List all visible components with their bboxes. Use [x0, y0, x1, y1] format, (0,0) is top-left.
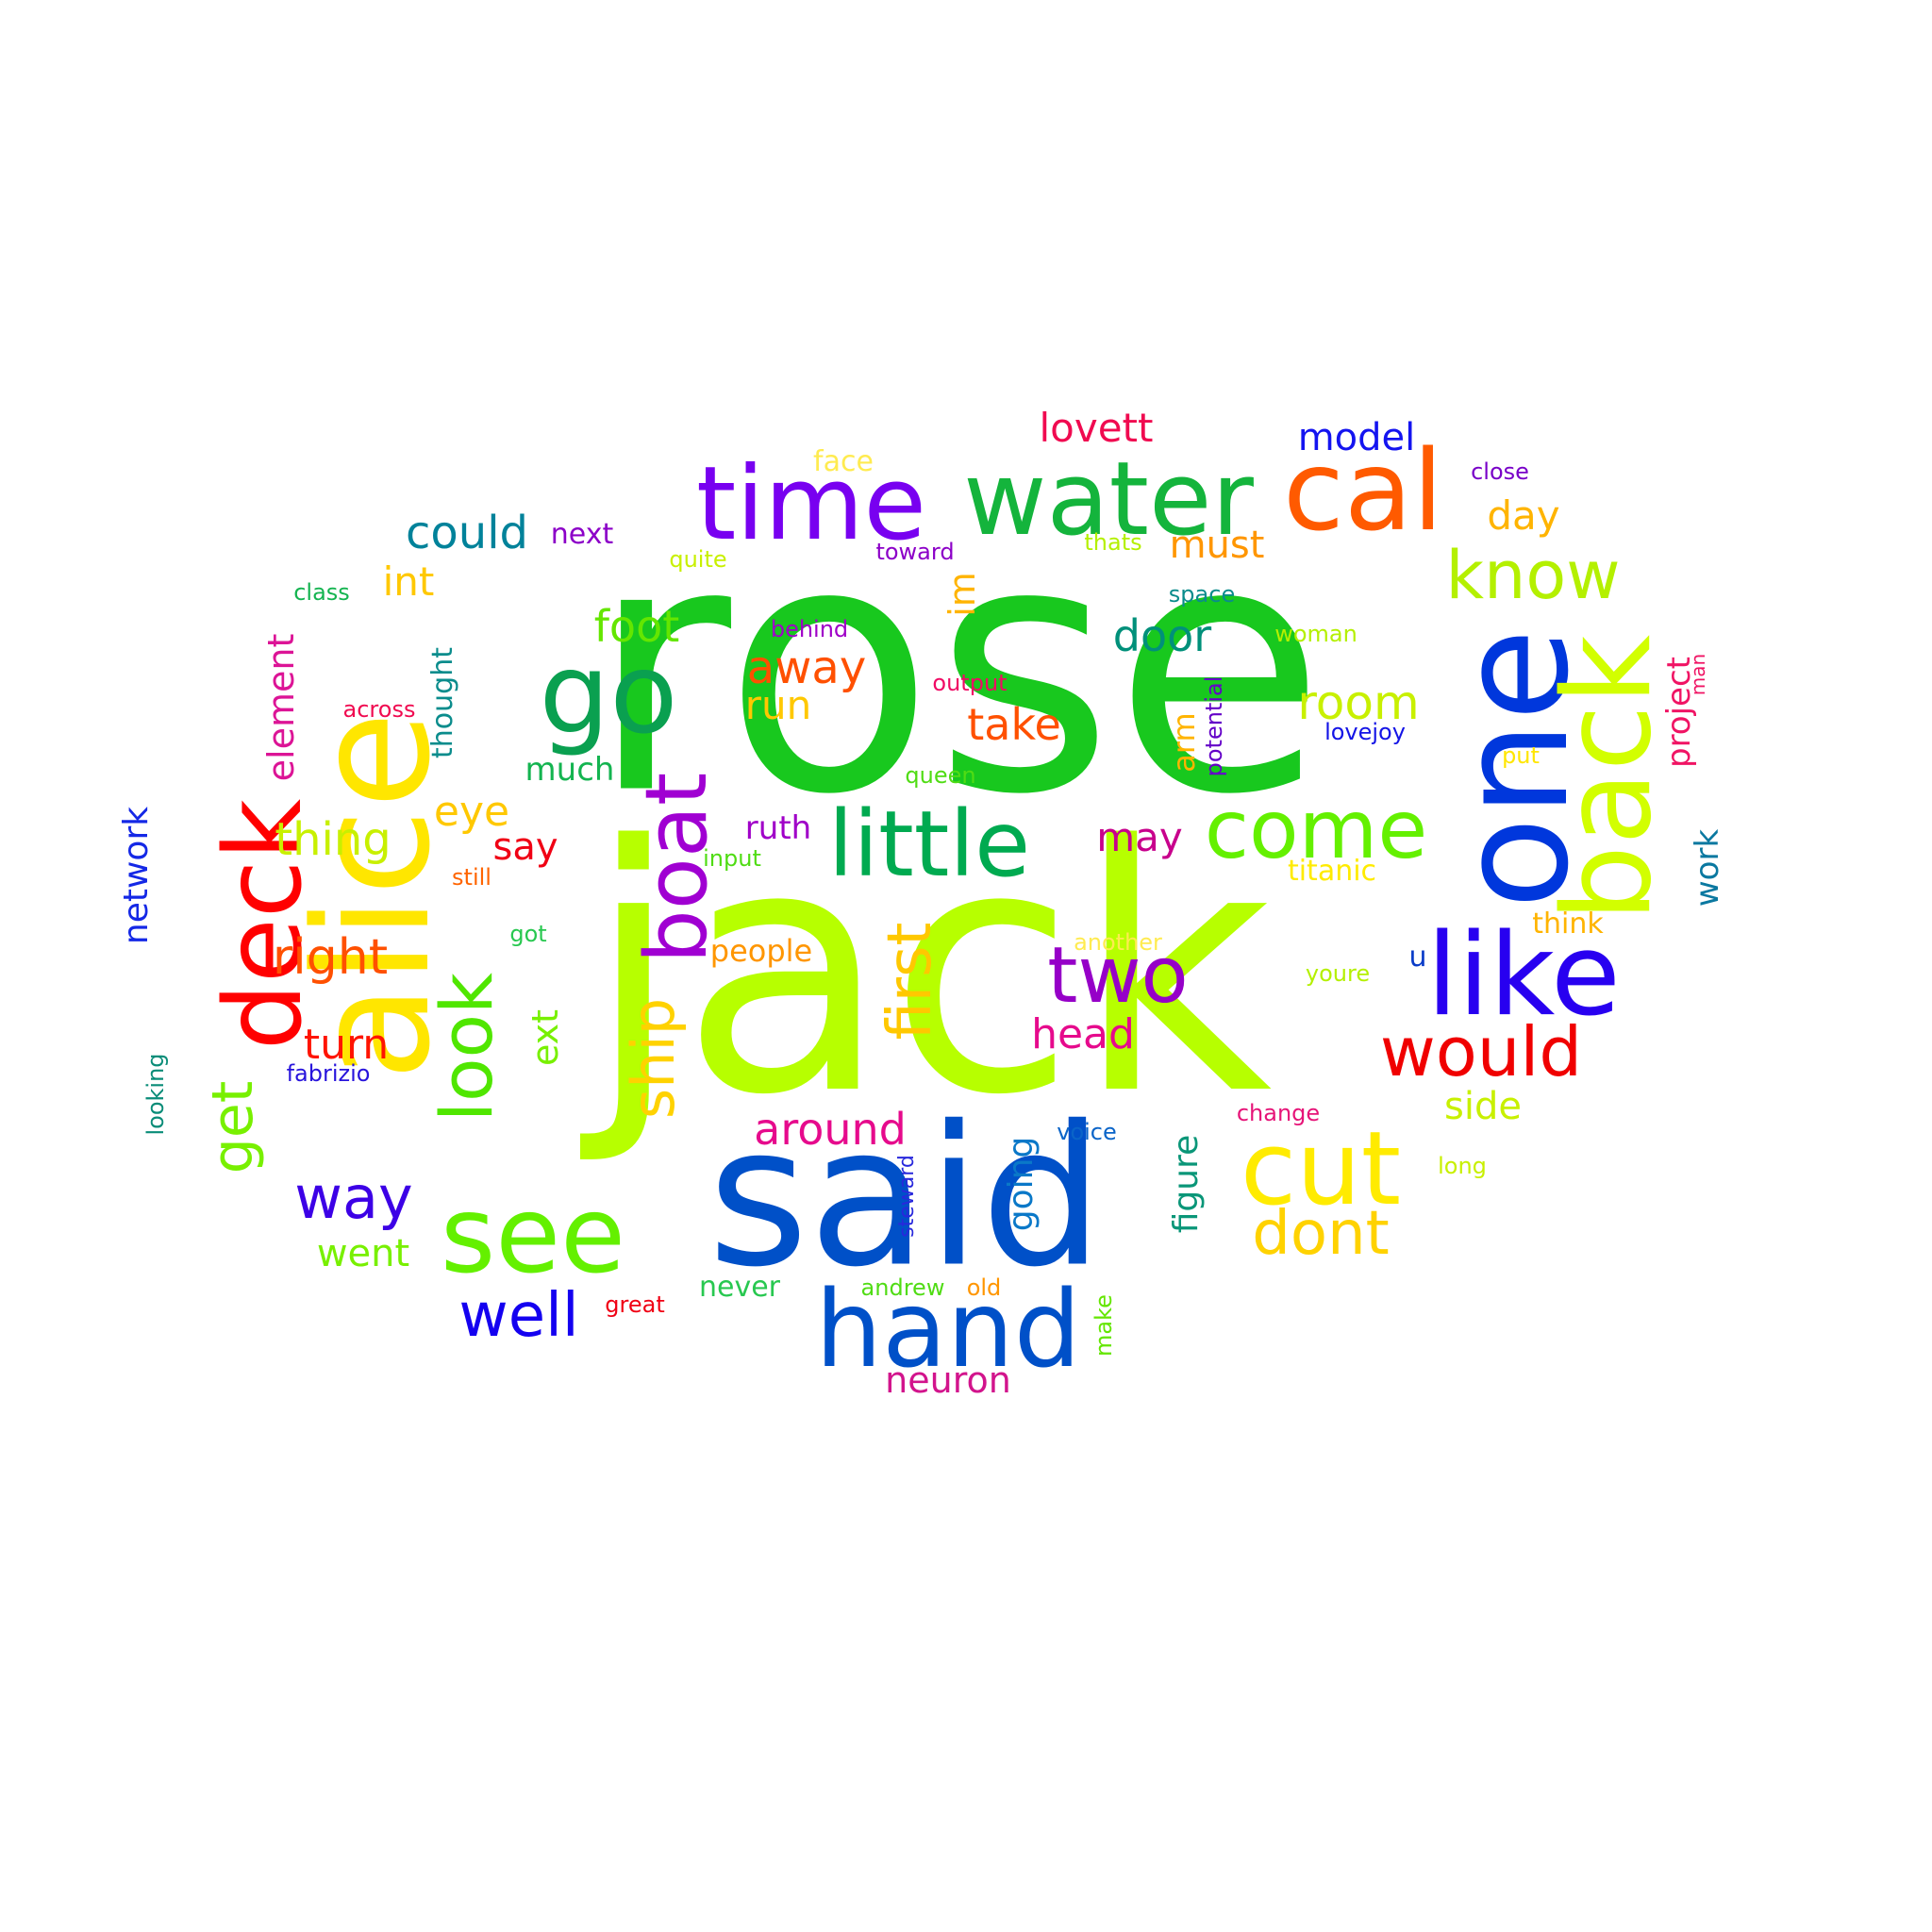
word-titanic: titanic [1287, 855, 1377, 888]
word-like: like [1426, 910, 1621, 1041]
word-long: long [1438, 1153, 1487, 1179]
word-class: class [293, 579, 350, 606]
word-people: people [709, 933, 813, 969]
word-across: across [342, 696, 416, 723]
word-network: network [117, 806, 156, 945]
word-element: element [260, 633, 302, 782]
word-thats: thats [1084, 529, 1142, 556]
word-next: next [550, 518, 614, 551]
word-old: old [966, 1274, 1002, 1301]
word-make: make [1091, 1294, 1117, 1357]
word-still: still [452, 864, 491, 891]
word-model: model [1297, 416, 1416, 459]
word-said: said [708, 1085, 1104, 1310]
word-work: work [1689, 828, 1726, 908]
word-ship: ship [619, 997, 688, 1120]
word-know: know [1445, 537, 1621, 614]
word-head: head [1031, 1010, 1135, 1058]
word-looking: looking [142, 1053, 169, 1136]
word-take: take [967, 699, 1061, 750]
word-toward: toward [875, 539, 955, 565]
word-come: come [1204, 783, 1428, 877]
word-cut: cut [1240, 1110, 1402, 1228]
word-andrew: andrew [860, 1274, 945, 1301]
word-well: well [458, 1281, 579, 1351]
word-close: close [1471, 458, 1529, 485]
word-get: get [200, 1080, 266, 1174]
word-cal: cal [1283, 425, 1443, 556]
word-input: input [703, 845, 761, 872]
word-look: look [425, 972, 508, 1123]
word-lovejoy: lovejoy [1324, 719, 1406, 745]
word-little: little [827, 791, 1031, 897]
word-ruth: ruth [744, 809, 812, 847]
word-ext: ext [525, 1008, 566, 1067]
word-side: side [1444, 1085, 1522, 1128]
word-much: much [525, 751, 615, 789]
word-great: great [605, 1291, 665, 1318]
word-right: right [272, 929, 389, 986]
word-may: may [1096, 814, 1183, 860]
word-away: away [746, 641, 867, 694]
word-went: went [316, 1232, 410, 1275]
word-turn: turn [303, 1021, 390, 1069]
word-room: room [1297, 675, 1420, 730]
word-could: could [406, 507, 528, 559]
word-figure: figure [1167, 1134, 1206, 1234]
word-would: would [1379, 1012, 1583, 1091]
word-arm: arm [1166, 712, 1202, 773]
word-rose: rose [589, 469, 1326, 871]
word-put: put [1502, 742, 1540, 769]
word-space: space [1168, 581, 1236, 608]
word-got: got [509, 921, 547, 947]
word-jack: jack [586, 774, 1273, 1169]
word-foot: foot [593, 601, 680, 652]
word-quite: quite [669, 546, 727, 573]
word-fabrizio: fabrizio [286, 1060, 371, 1087]
word-u: u [1408, 941, 1427, 974]
word-voice: voice [1057, 1119, 1117, 1145]
word-im: im [941, 572, 983, 617]
word-potential: potential [1201, 675, 1227, 777]
word-water: water [963, 441, 1254, 558]
word-man: man [1687, 653, 1709, 696]
word-thought: thought [426, 647, 459, 758]
word-output: output [932, 670, 1008, 696]
word-lovett: lovett [1039, 405, 1154, 451]
word-run: run [744, 682, 812, 728]
word-say: say [492, 825, 558, 869]
word-steward: steward [895, 1155, 919, 1238]
word-time: time [695, 445, 927, 563]
word-think: think [1532, 908, 1604, 941]
word-never: never [698, 1271, 781, 1304]
word-around: around [754, 1104, 907, 1155]
word-two: two [1047, 931, 1189, 1021]
word-neuron: neuron [885, 1359, 1011, 1401]
word-behind: behind [770, 616, 849, 642]
word-int: int [382, 558, 435, 605]
word-queen: queen [905, 762, 976, 789]
word-woman: woman [1274, 621, 1357, 647]
word-hand: hand [815, 1269, 1081, 1391]
word-must: must [1169, 524, 1265, 567]
word-change: change [1236, 1100, 1321, 1126]
word-going: going [1002, 1136, 1041, 1232]
word-eye: eye [433, 788, 510, 836]
word-dont: dont [1252, 1199, 1390, 1269]
word-first: first [875, 922, 945, 1041]
word-door: door [1112, 610, 1212, 661]
word-face: face [813, 445, 874, 478]
word-day: day [1487, 492, 1560, 539]
word-way: way [294, 1163, 413, 1232]
word-back: back [1538, 634, 1678, 923]
word-go: go [539, 628, 678, 758]
word-another: another [1074, 929, 1162, 956]
word-youre: youre [1305, 960, 1371, 987]
word-see: see [440, 1174, 626, 1297]
word-thing: thing [275, 813, 391, 866]
